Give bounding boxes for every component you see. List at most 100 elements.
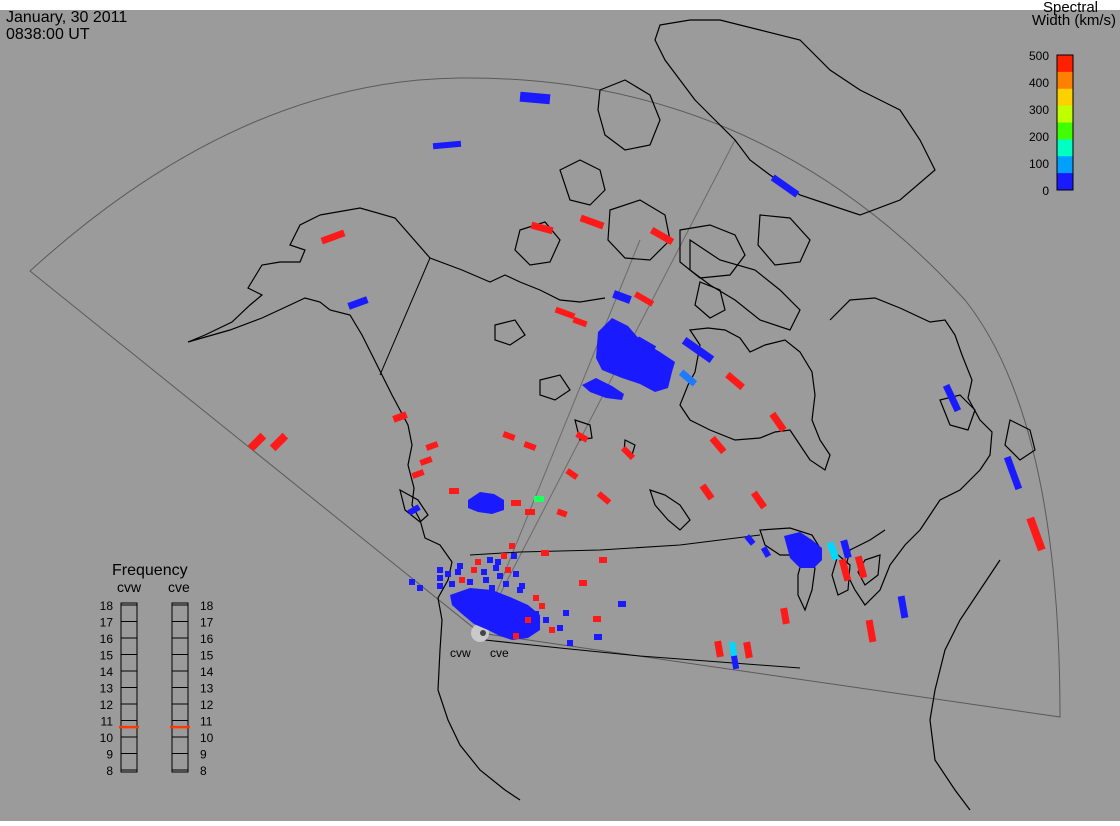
scatter-cell <box>475 559 481 565</box>
scatter-cell <box>541 550 549 556</box>
scatter-cell <box>743 641 753 659</box>
scatter-cell <box>780 607 790 625</box>
scatter-cell <box>437 575 443 581</box>
map-date: January, 30 2011 <box>6 9 128 26</box>
scatter-cell <box>523 629 529 635</box>
scatter-cell <box>432 140 462 150</box>
scatter-cell <box>505 567 511 573</box>
frequency-radar-cve: cve <box>168 579 190 595</box>
scatter-cell <box>517 587 523 593</box>
scatter-cell <box>593 616 601 622</box>
scatter-cell <box>511 500 521 506</box>
scatter-cluster <box>450 588 540 640</box>
scatter-cell <box>489 585 495 591</box>
color-bar-swatch <box>1057 105 1073 123</box>
scatter-cell <box>503 581 509 587</box>
scatter-cell <box>563 610 569 616</box>
color-bar-frame <box>1056 54 1074 191</box>
scatter-cell <box>495 559 501 565</box>
frequency-tick-label: 8 <box>200 764 207 778</box>
scatter-cell <box>840 539 852 559</box>
scatter-cell <box>530 221 554 235</box>
scatter-cell <box>513 571 519 577</box>
scatter-cell <box>709 435 727 455</box>
scatter-cell <box>579 214 605 230</box>
color-bar-swatch <box>1057 173 1073 191</box>
scatter-cell <box>543 617 549 623</box>
scatter-cell <box>467 579 473 585</box>
scatter-cell <box>897 595 909 619</box>
scatter-cell <box>483 577 489 583</box>
scatter-cell <box>523 441 537 451</box>
scatter-cell <box>838 558 852 582</box>
scatter-cell <box>649 226 675 246</box>
scatter-cell <box>770 174 800 198</box>
frequency-tick-label: 14 <box>200 665 214 679</box>
scatter-cell <box>459 577 465 583</box>
scatter-cell <box>347 296 369 310</box>
scatter-cell <box>1003 455 1023 491</box>
scatter-cell <box>320 229 346 245</box>
frequency-tick-label: 13 <box>200 682 214 696</box>
scatter-cell <box>417 585 423 591</box>
frequency-tick-label: 18 <box>100 599 114 613</box>
frequency-tick-label: 11 <box>200 715 213 729</box>
scatter-cell <box>533 611 539 617</box>
colorbar-title-line1: Spectral <box>1042 0 1098 16</box>
scatter-cell <box>437 583 443 589</box>
frequency-tick-label: 16 <box>200 632 214 646</box>
frequency-tick-label: 17 <box>200 616 214 630</box>
frequency-tick-label: 16 <box>100 632 114 646</box>
scatter-cell <box>525 509 535 515</box>
scatter-cell <box>714 640 724 658</box>
color-bar-swatch <box>1057 71 1073 90</box>
scatter-cell <box>502 431 516 441</box>
scatter-cell <box>493 565 499 571</box>
color-bar-tick-label: 400 <box>1029 76 1049 90</box>
scatter-cell <box>556 508 568 518</box>
scatter-cell <box>445 571 451 577</box>
scatter-cell <box>942 383 962 413</box>
scatter-cell <box>519 91 551 105</box>
scatter-cluster <box>784 532 822 568</box>
frequency-tick-label: 12 <box>200 698 214 712</box>
frequency-tick-label: 14 <box>100 665 114 679</box>
scatter-cell <box>513 633 519 639</box>
frequency-tick-label: 11 <box>101 715 114 729</box>
scatter-cell <box>411 469 425 479</box>
scatter-cell <box>725 371 745 391</box>
scatter-cell <box>1026 516 1046 552</box>
color-bar-tick-label: 500 <box>1029 49 1049 63</box>
scatter-cell <box>699 483 715 501</box>
scatter-cell <box>579 580 587 586</box>
scatter-cluster <box>596 318 675 392</box>
color-bar-swatch <box>1057 55 1073 73</box>
scatter-cell <box>509 543 515 549</box>
colorbar-title-line2: Width (km/s) <box>1031 12 1116 29</box>
scatter-cell <box>481 569 487 575</box>
frequency-tick-label: 15 <box>200 649 214 663</box>
scatter-cell <box>455 569 461 575</box>
frequency-radar-cvw: cvw <box>117 579 142 595</box>
color-bar-swatch <box>1057 88 1073 107</box>
scatter-cell <box>596 491 612 505</box>
scatter-cell <box>557 625 563 631</box>
scatter-cell <box>865 619 877 643</box>
frequency-tick-label: 8 <box>106 764 113 778</box>
scatter-cell <box>633 291 655 307</box>
color-bar-tick-label: 0 <box>1042 184 1049 198</box>
scatter-cell <box>534 496 544 502</box>
frequency-title: Frequency <box>112 562 188 579</box>
scatter-cell <box>678 369 698 387</box>
site-label-west: cvw <box>450 646 471 660</box>
color-bar-swatch <box>1057 122 1073 140</box>
borders <box>379 257 801 669</box>
site-label-east: cve <box>490 646 509 660</box>
scatter-cell <box>501 553 507 559</box>
color-bar: 500 400 300 200 100 0 <box>1029 49 1074 198</box>
frequency-panel: Frequency cvw cve 1817161514131211109818… <box>100 562 214 778</box>
scatter-cell <box>487 557 493 563</box>
scatter-cell <box>525 617 531 623</box>
scatter-cell <box>511 553 517 559</box>
